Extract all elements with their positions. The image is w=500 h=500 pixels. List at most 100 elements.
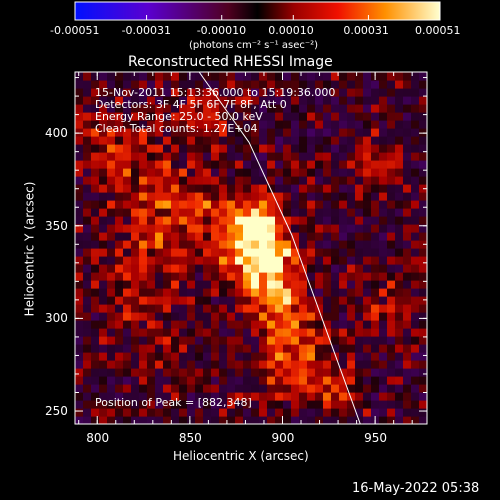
heatmap-cell xyxy=(275,328,284,337)
heatmap-cell xyxy=(283,296,292,305)
axis-ticks xyxy=(75,72,427,424)
heatmap-cell xyxy=(315,208,324,217)
heatmap-cell xyxy=(307,344,316,353)
heatmap-cell xyxy=(283,320,292,329)
heatmap-cell xyxy=(339,240,348,249)
heatmap-cell xyxy=(107,312,116,321)
heatmap-cell xyxy=(235,400,244,409)
heatmap-cell xyxy=(211,192,220,201)
heatmap-cell xyxy=(331,104,340,113)
heatmap-cell xyxy=(395,232,404,241)
heatmap-cell xyxy=(187,72,196,81)
heatmap-cell xyxy=(299,96,308,105)
heatmap-cell xyxy=(299,400,308,409)
heatmap-cell xyxy=(115,128,124,137)
heatmap-cell xyxy=(115,136,124,145)
heatmap-cell xyxy=(379,280,388,289)
heatmap-cell xyxy=(155,328,164,337)
heatmap-cell xyxy=(419,144,427,153)
heatmap-cell xyxy=(355,72,364,81)
heatmap-cell xyxy=(235,320,244,329)
heatmap-cell xyxy=(379,152,388,161)
heatmap-cell xyxy=(355,224,364,233)
heatmap-cell xyxy=(387,232,396,241)
heatmap-cell xyxy=(91,352,100,361)
heatmap-cell xyxy=(171,328,180,337)
heatmap-cell xyxy=(163,200,172,209)
heatmap-cell xyxy=(123,112,132,121)
heatmap-cell xyxy=(147,88,156,97)
heatmap-cell xyxy=(139,392,148,401)
heatmap-cell xyxy=(251,376,260,385)
heatmap-cell xyxy=(91,368,100,377)
heatmap-cell xyxy=(259,376,268,385)
heatmap-cell xyxy=(371,176,380,185)
heatmap-cell xyxy=(131,192,140,201)
heatmap-cell xyxy=(291,312,300,321)
heatmap-cell xyxy=(307,368,316,377)
heatmap-cell xyxy=(291,144,300,153)
heatmap-cell xyxy=(283,248,292,257)
heatmap-cell xyxy=(419,280,427,289)
heatmap-cell xyxy=(171,72,180,81)
heatmap-cell xyxy=(83,168,92,177)
heatmap-cell xyxy=(315,104,324,113)
heatmap-cell xyxy=(243,392,252,401)
heatmap-cell xyxy=(211,160,220,169)
heatmap-cell xyxy=(331,192,340,201)
heatmap-cell xyxy=(179,248,188,257)
heatmap-cell xyxy=(299,264,308,273)
heatmap-cell xyxy=(131,408,140,417)
heatmap-cell xyxy=(139,208,148,217)
heatmap-cell xyxy=(243,264,252,273)
heatmap-cell xyxy=(99,96,108,105)
heatmap-cell xyxy=(219,208,228,217)
heatmap-cell xyxy=(83,88,92,97)
heatmap-cell xyxy=(275,248,284,257)
heatmap-cell xyxy=(219,256,228,265)
heatmap-cell xyxy=(91,320,100,329)
heatmap-cell xyxy=(267,328,276,337)
heatmap-cell xyxy=(387,144,396,153)
heatmap-cell xyxy=(147,192,156,201)
heatmap-cell xyxy=(331,184,340,193)
heatmap-cell xyxy=(403,360,412,369)
heatmap-cell xyxy=(227,392,236,401)
heatmap-cell xyxy=(115,272,124,281)
heatmap-cell xyxy=(315,272,324,281)
heatmap-cell xyxy=(131,136,140,145)
heatmap-cell xyxy=(291,88,300,97)
heatmap-cell xyxy=(395,368,404,377)
heatmap-cell xyxy=(315,160,324,169)
heatmap-cell xyxy=(331,248,340,257)
heatmap-cell xyxy=(99,336,108,345)
heatmap-cell xyxy=(323,248,332,257)
heatmap-cell xyxy=(419,352,427,361)
heatmap-cell xyxy=(307,296,316,305)
heatmap-cell xyxy=(339,248,348,257)
heatmap-cell xyxy=(395,248,404,257)
heatmap-cell xyxy=(243,336,252,345)
heatmap-cell xyxy=(75,304,84,313)
heatmap-cell xyxy=(355,128,364,137)
heatmap-cell xyxy=(403,336,412,345)
heatmap-cell xyxy=(123,344,132,353)
heatmap-cell xyxy=(211,200,220,209)
heatmap-cell xyxy=(243,104,252,113)
heatmap-cell xyxy=(203,160,212,169)
heatmap-cell xyxy=(379,88,388,97)
heatmap-cell xyxy=(147,360,156,369)
heatmap-cell xyxy=(323,224,332,233)
heatmap-cell xyxy=(147,72,156,81)
heatmap-cell xyxy=(411,304,420,313)
heatmap-cell xyxy=(363,96,372,105)
heatmap-cell xyxy=(355,104,364,113)
heatmap-cell xyxy=(123,272,132,281)
heatmap-cell xyxy=(99,88,108,97)
heatmap-cell xyxy=(419,176,427,185)
heatmap-cell xyxy=(363,104,372,113)
heatmap-cell xyxy=(267,128,276,137)
heatmap-cell xyxy=(299,200,308,209)
heatmap-cell xyxy=(347,320,356,329)
heatmap-cell xyxy=(187,88,196,97)
